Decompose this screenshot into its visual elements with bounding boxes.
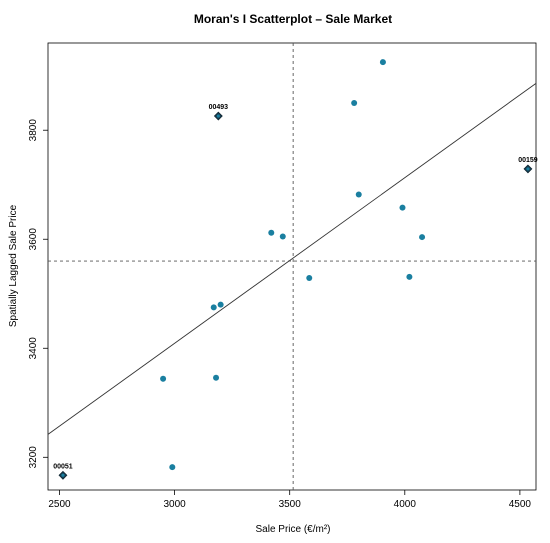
data-point (406, 273, 413, 280)
y-tick-label: 3800 (28, 119, 39, 142)
highlighted-point-core (526, 167, 530, 171)
point-label: 00159 (518, 157, 538, 164)
data-point (355, 191, 362, 198)
y-axis-label: Spatially Lagged Sale Price (8, 204, 19, 327)
regression-line (47, 82, 537, 435)
y-tick-label: 3400 (28, 337, 39, 360)
data-point (160, 375, 167, 382)
data-point (213, 374, 220, 381)
x-axis: 2500 3000 3500 4000 4500 (48, 490, 531, 510)
highlighted-point-core (216, 114, 220, 118)
data-point (217, 301, 224, 308)
data-point (169, 464, 176, 471)
data-point (268, 229, 275, 236)
x-tick-label: 2500 (48, 499, 71, 510)
highlighted-point-core (61, 473, 65, 477)
data-point (419, 234, 426, 241)
data-point (379, 59, 386, 66)
data-point (399, 204, 406, 211)
x-tick-label: 4500 (509, 499, 532, 510)
plot-area-frame (47, 42, 537, 491)
x-tick-label: 3000 (163, 499, 186, 510)
point-label: 00051 (53, 463, 73, 470)
data-point (351, 99, 358, 106)
x-tick-label: 3500 (279, 499, 302, 510)
point-label: 00493 (209, 104, 229, 111)
data-points (160, 59, 426, 471)
data-point (210, 304, 217, 311)
y-tick-label: 3600 (28, 228, 39, 251)
highlighted-points: 00051 00493 00159 (53, 104, 538, 480)
x-tick-label: 4000 (394, 499, 417, 510)
data-point (306, 274, 313, 281)
x-axis-label: Sale Price (€/m²) (255, 524, 330, 535)
data-point (279, 233, 286, 240)
y-axis: 3200 3400 3600 3800 (28, 119, 48, 469)
y-tick-label: 3200 (28, 446, 39, 469)
chart-title: Moran's I Scatterplot – Sale Market (194, 12, 392, 26)
reference-lines (47, 43, 537, 490)
